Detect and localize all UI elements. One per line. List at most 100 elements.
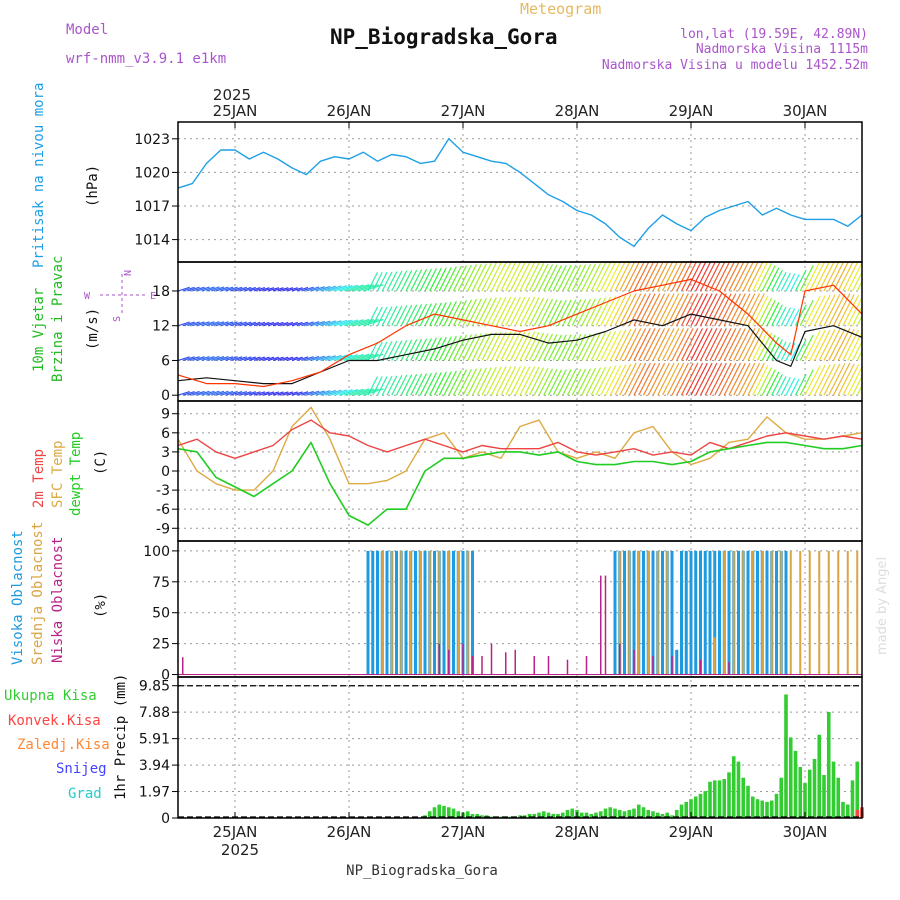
cloud-bar: [457, 550, 460, 675]
precip-bar: [855, 761, 860, 818]
precip-bar: [551, 813, 556, 818]
wind-barb: [837, 363, 855, 396]
wind-barb: [799, 265, 814, 292]
wind-barb: [452, 369, 467, 396]
cloud-bar: [490, 643, 493, 675]
wind-barb: [657, 293, 675, 326]
precip-bar: [831, 761, 836, 818]
wind-barb: [543, 299, 558, 326]
wind-barb: [714, 328, 732, 361]
wind-barb: [619, 293, 637, 326]
wind-barb: [652, 328, 670, 361]
cloud-bar: [827, 550, 830, 675]
wind-barb: [552, 299, 567, 326]
wind-barb: [761, 300, 776, 326]
cloud-tick-label: 0: [161, 668, 170, 684]
temp-tick-label: 3: [161, 445, 170, 461]
pressure-line: [177, 138, 863, 248]
precip-bar: [627, 809, 632, 818]
wind-barb: [462, 264, 478, 292]
wind-barb: [813, 294, 831, 326]
wind-barb: [500, 331, 517, 361]
wind-barb: [519, 366, 536, 396]
wind-barb: [737, 293, 756, 326]
top-year-label: 2025: [213, 86, 251, 104]
cloud-bar: [703, 550, 707, 675]
wind-barb: [433, 267, 447, 292]
wind-barb: [249, 391, 261, 396]
cloud-label-low: Niska Oblacnost: [50, 537, 66, 663]
wind-barb: [552, 334, 567, 361]
wind-barb: [315, 355, 331, 362]
wind-barb: [619, 328, 637, 361]
wind-barb: [414, 269, 428, 292]
wind-barb: [699, 293, 718, 326]
cloud-bar: [414, 550, 417, 675]
wind-barb: [287, 356, 298, 362]
wind-barb: [211, 355, 225, 362]
wind-barb: [272, 321, 284, 327]
wind-barb: [277, 391, 289, 396]
precip-bar: [784, 694, 788, 818]
wind-barb: [609, 329, 627, 361]
wind-barb: [742, 362, 761, 396]
wind-barb: [780, 307, 791, 326]
wind-barb: [804, 330, 821, 361]
cloud-bar: [400, 550, 403, 675]
wind-barb: [448, 370, 462, 396]
cloud-bar: [728, 662, 730, 675]
precip-bar: [769, 800, 774, 818]
wind-barb: [842, 294, 860, 326]
wind-barb: [538, 368, 554, 396]
wind-barb: [467, 263, 482, 292]
wind-barb: [823, 262, 840, 292]
wind-barb: [196, 356, 210, 362]
precip-bar: [665, 812, 670, 818]
wind-barb: [201, 390, 215, 396]
pressure-tick-label: 1017: [134, 199, 170, 215]
cloud-bar: [619, 643, 621, 675]
cloud-bar: [666, 550, 669, 675]
cloud-bar: [633, 649, 635, 675]
precip-panel: [423, 694, 864, 818]
wind-barb: [842, 364, 860, 396]
wind-barb: [533, 367, 549, 396]
wind-barb: [410, 269, 423, 292]
wind-barb: [339, 284, 359, 292]
wind-barb: [709, 262, 726, 292]
wind-barb: [225, 321, 238, 327]
cloud-bar: [461, 550, 465, 675]
wind-barb: [367, 306, 379, 326]
wind-barb: [296, 321, 309, 327]
wind-barb: [244, 321, 256, 327]
wind-barb: [348, 353, 370, 362]
wind-barb: [495, 366, 512, 396]
wind-barb: [775, 376, 787, 396]
wind-barb: [476, 297, 492, 326]
wind-barb: [657, 328, 675, 361]
cloud-bar: [713, 550, 717, 675]
wind-barb: [486, 366, 502, 396]
wind-barb: [547, 369, 562, 396]
wind-barb: [557, 264, 572, 292]
wind-barb: [742, 328, 761, 361]
precip-bar: [689, 799, 693, 818]
wind-barb: [282, 356, 294, 362]
wind-barb: [258, 356, 270, 362]
wind-barb: [244, 356, 256, 362]
wind-barb: [609, 364, 627, 396]
wind-barb: [410, 373, 423, 396]
wind-barb: [737, 262, 754, 292]
cloud-bar: [423, 550, 427, 675]
wind-barb: [206, 355, 220, 362]
wind-barb: [253, 287, 266, 292]
precip-bar: [760, 800, 765, 818]
wind-barb: [847, 262, 862, 292]
wind-barb: [842, 262, 859, 292]
compass-east: E: [150, 291, 156, 302]
wind-barb: [585, 263, 602, 292]
wind-barb: [391, 305, 403, 326]
wind-barb: [628, 362, 647, 396]
cloud-bar: [442, 550, 446, 675]
wind-barb: [590, 262, 607, 292]
